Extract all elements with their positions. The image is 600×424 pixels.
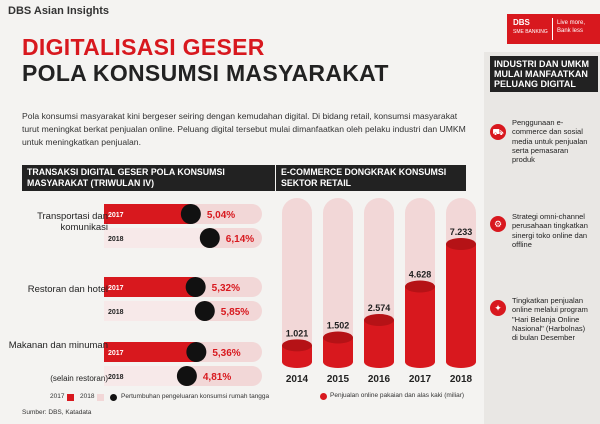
chart2-legend: Penjualan online pakaian dan alas kaki (… bbox=[320, 392, 480, 402]
chart2-x-tick: 2015 bbox=[327, 374, 350, 385]
chart1-bar-dot bbox=[180, 204, 201, 224]
chart2-value-label: 7.233 bbox=[450, 227, 473, 237]
dbs-logo: DBS SME BANKING Live more, Bank less bbox=[507, 14, 600, 44]
chart1-bar-dot bbox=[199, 228, 220, 248]
chart1-legend-swatch-2018 bbox=[97, 394, 104, 401]
chart2-x-tick: 2018 bbox=[450, 374, 473, 385]
shopping-cart-icon: ⛟ bbox=[490, 124, 506, 140]
chart1-value-label: 6,14% bbox=[226, 234, 254, 245]
chart1-legend-note: Pertumbuhan pengeluaran konsumsi rumah t… bbox=[121, 393, 270, 400]
chart1-value-label: 5,32% bbox=[212, 283, 240, 294]
chart2-bar bbox=[364, 320, 394, 362]
chart2-title: E-COMMERCE DONGKRAK KONSUMSI SEKTOR RETA… bbox=[276, 165, 466, 191]
chart1-year-label: 2018 bbox=[108, 374, 124, 381]
chart1-bar bbox=[104, 366, 187, 386]
page-title-line2: POLA KONSUMSI MASYARAKAT bbox=[22, 60, 389, 86]
right-item-3: Tingkatkan penjualan online melalui prog… bbox=[512, 296, 588, 343]
chart1-value-label: 5,85% bbox=[221, 307, 249, 318]
dbs-logo-divider bbox=[552, 18, 553, 40]
chart2-value-label: 1.502 bbox=[327, 320, 350, 330]
chart1-year-label: 2018 bbox=[108, 236, 124, 243]
strategy-icon: ⚙ bbox=[490, 216, 506, 232]
chart1-year-label: 2017 bbox=[108, 212, 124, 219]
chart1-bar bbox=[104, 301, 205, 321]
page-title-line1: DIGITALISASI GESER bbox=[22, 34, 265, 60]
brand-label: DBS Asian Insights bbox=[8, 5, 110, 17]
right-panel-heading: INDUSTRI DAN UMKM MULAI MANFAATKAN PELUA… bbox=[490, 56, 598, 92]
chart2-bar-base bbox=[405, 356, 435, 368]
right-item-2: Strategi omni-channel perusahaan tingkat… bbox=[512, 212, 588, 249]
chart1-category-3: Makanan dan minuman bbox=[8, 340, 108, 351]
source-note: Sumber: DBS, Katadata bbox=[22, 409, 92, 416]
chart1-category-note: (selain restoran) bbox=[50, 374, 108, 383]
chart2-bar-top bbox=[364, 314, 394, 327]
chart1-title: TRANSAKSI DIGITAL GESER POLA KONSUMSI MA… bbox=[22, 165, 275, 191]
chart1-bar-dot bbox=[176, 366, 197, 386]
chart2-bar-base bbox=[323, 356, 353, 368]
chart1-legend: 2017 2018 Pertumbuhan pengeluaran konsum… bbox=[22, 393, 292, 403]
chart1-bar bbox=[104, 277, 196, 297]
chart1-bar-dot bbox=[185, 277, 206, 297]
chart2-x-tick: 2014 bbox=[286, 374, 309, 385]
chart2-bar-top bbox=[405, 280, 435, 293]
chart2-value-label: 2.574 bbox=[368, 303, 391, 313]
chart2-bar-base bbox=[364, 356, 394, 368]
chart2-track bbox=[323, 198, 353, 362]
dbs-logo-sub: SME BANKING bbox=[513, 29, 548, 35]
chart2-x-tick: 2016 bbox=[368, 374, 391, 385]
chart1-bar bbox=[104, 342, 197, 362]
chart2-bar-base bbox=[282, 356, 312, 368]
intro-paragraph: Pola konsumsi masyarakat kini bergeser s… bbox=[22, 111, 466, 147]
right-panel: INDUSTRI DAN UMKM MULAI MANFAATKAN PELUA… bbox=[484, 52, 600, 424]
promotion-icon: ✦ bbox=[490, 300, 506, 316]
chart2-bar bbox=[405, 286, 435, 362]
chart1-value-label: 5,04% bbox=[207, 210, 235, 221]
chart1-year-label: 2018 bbox=[108, 309, 124, 316]
chart2-bar-top bbox=[446, 238, 476, 250]
chart1-legend-2018: 2018 bbox=[80, 393, 95, 400]
chart1-value-label: 4,81% bbox=[203, 372, 231, 383]
chart1-svg: 2017 5,04% 2018 6,14% 2017 5,32% 2018 5,85% 2017… bbox=[104, 204, 262, 386]
chart2-bar-base bbox=[446, 356, 476, 368]
chart2-value-label: 1.021 bbox=[286, 328, 309, 338]
chart1-bar bbox=[104, 228, 210, 248]
dbs-logo-name: DBS bbox=[513, 18, 530, 27]
chart2-svg: 1.021 2014 1.502 2015 2.574 2016 4.628 2017 7.23… bbox=[282, 198, 476, 385]
chart2-bar bbox=[446, 244, 476, 362]
dbs-logo-tagline: Live more, Bank less bbox=[557, 20, 586, 34]
chart1-bar bbox=[104, 204, 191, 224]
chart1-bar-dot bbox=[186, 342, 207, 362]
chart1-category-2: Restoran dan hotel bbox=[27, 284, 108, 295]
chart2-legend-swatch bbox=[320, 393, 327, 400]
chart1-category-1: Transportasi dan komunikasi bbox=[37, 211, 108, 233]
chart2-bar-top bbox=[323, 331, 353, 344]
chart2-bar-top bbox=[282, 339, 312, 352]
chart2-legend-label: Penjualan online pakaian dan alas kaki (… bbox=[330, 392, 465, 399]
right-item-1: Penggunaan e-commerce dan sosial media u… bbox=[512, 118, 588, 165]
chart1-legend-2017: 2017 bbox=[50, 393, 65, 400]
chart1-bar-dot bbox=[194, 301, 215, 321]
chart1-year-label: 2017 bbox=[108, 285, 124, 292]
chart1-year-label: 2017 bbox=[108, 350, 124, 357]
chart1-legend-swatch-2017 bbox=[67, 394, 74, 401]
chart1-legend-dot bbox=[110, 394, 117, 401]
chart2-track bbox=[282, 198, 312, 362]
chart2-x-tick: 2017 bbox=[409, 374, 432, 385]
chart1-value-label: 5,36% bbox=[212, 348, 240, 359]
chart2-value-label: 4.628 bbox=[409, 269, 432, 279]
